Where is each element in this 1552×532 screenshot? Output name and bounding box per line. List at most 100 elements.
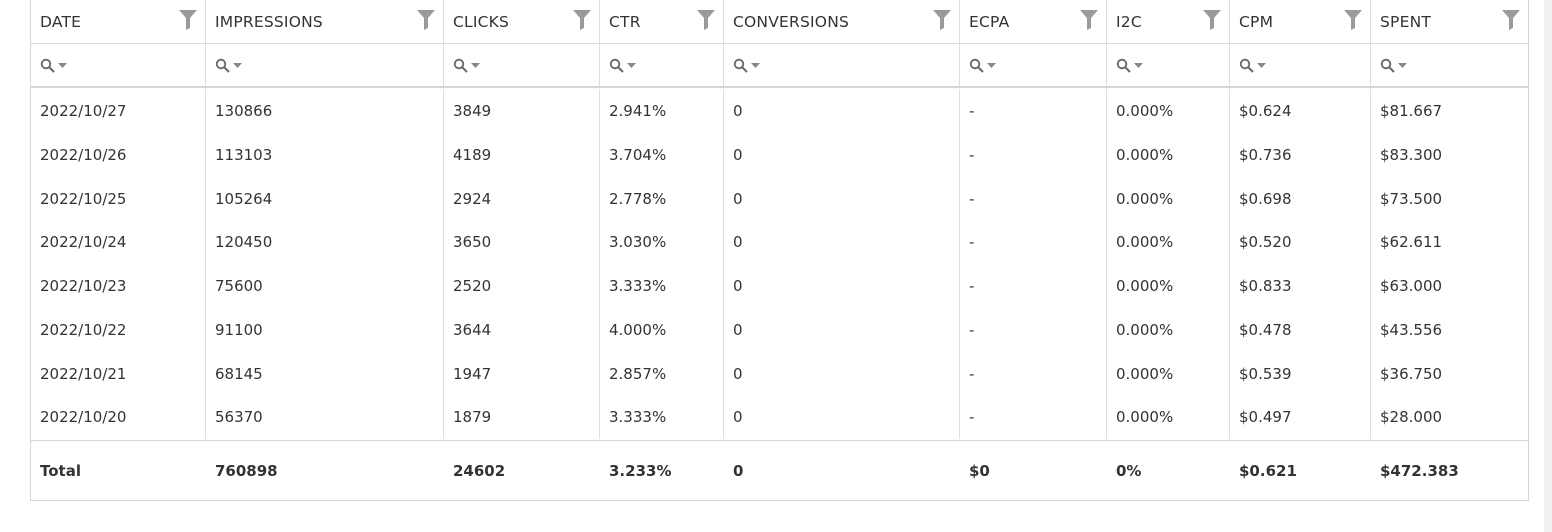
- cell-ecpa: -: [960, 89, 1107, 133]
- funnel-icon[interactable]: [1203, 10, 1221, 30]
- total-spent: $472.383: [1380, 462, 1459, 480]
- cell-clicks: 3650: [444, 220, 600, 264]
- cell-cpm: $0.698: [1230, 177, 1371, 221]
- filter-menu-button[interactable]: [453, 58, 480, 74]
- cell-clicks: 2924: [444, 177, 600, 221]
- caret-down-icon: [1398, 63, 1407, 68]
- column-header-label: CONVERSIONS: [733, 12, 850, 31]
- cell-conversions: 0: [724, 133, 960, 177]
- column-header-impressions[interactable]: IMPRESSIONS: [206, 0, 444, 43]
- cell-date: 2022/10/25: [31, 177, 206, 221]
- total-conversions: 0: [733, 462, 744, 480]
- caret-down-icon: [751, 63, 760, 68]
- cell-i2c: 0.000%: [1107, 177, 1230, 221]
- column-header-clicks[interactable]: CLICKS: [444, 0, 600, 43]
- search-icon: [733, 58, 748, 73]
- column-header-ecpa[interactable]: ECPA: [960, 0, 1107, 43]
- cell-conversions: 0: [724, 220, 960, 264]
- filter-menu-button[interactable]: [733, 58, 760, 74]
- cell-clicks: 1947: [444, 352, 600, 396]
- cell-clicks: 3849: [444, 89, 600, 133]
- cell-spent: $36.750: [1380, 365, 1443, 383]
- table-row[interactable]: 2022/10/23 75600 2520 3.333% 0 - 0.000% …: [31, 264, 1528, 308]
- filter-cell: [444, 44, 600, 86]
- funnel-icon[interactable]: [933, 10, 951, 30]
- filter-cell: [31, 44, 206, 86]
- column-header-spent[interactable]: SPENT: [1371, 0, 1528, 43]
- filter-menu-button[interactable]: [969, 58, 996, 74]
- filter-menu-button[interactable]: [40, 58, 67, 74]
- caret-down-icon: [987, 63, 996, 68]
- cell-ctr: 3.704%: [600, 133, 724, 177]
- cell-cpm: $0.497: [1230, 395, 1371, 439]
- column-header-date[interactable]: DATE: [31, 0, 206, 43]
- report-grid: DATE IMPRESSIONS CLICKS CTR CONVERSIONS …: [30, 0, 1529, 501]
- funnel-icon[interactable]: [697, 10, 715, 30]
- filter-cell: [1107, 44, 1230, 86]
- cell-spent: $83.300: [1380, 146, 1443, 164]
- table-row[interactable]: 2022/10/25 105264 2924 2.778% 0 - 0.000%…: [31, 177, 1528, 221]
- table-row[interactable]: 2022/10/26 113103 4189 3.704% 0 - 0.000%…: [31, 133, 1528, 177]
- search-icon: [1116, 58, 1131, 73]
- column-header-label: I2C: [1116, 12, 1142, 31]
- filter-cell: [600, 44, 724, 86]
- filter-menu-button[interactable]: [215, 58, 242, 74]
- table-row[interactable]: 2022/10/20 56370 1879 3.333% 0 - 0.000% …: [31, 395, 1528, 439]
- cell-i2c: 0.000%: [1107, 308, 1230, 352]
- table-row[interactable]: 2022/10/22 91100 3644 4.000% 0 - 0.000% …: [31, 308, 1528, 352]
- column-header-label: ECPA: [969, 12, 1010, 31]
- caret-down-icon: [1257, 63, 1266, 68]
- cell-ctr: 2.778%: [600, 177, 724, 221]
- cell-date: 2022/10/20: [31, 395, 206, 439]
- cell-conversions: 0: [724, 308, 960, 352]
- cell-ecpa: -: [960, 395, 1107, 439]
- total-label: Total: [40, 462, 81, 480]
- caret-down-icon: [627, 63, 636, 68]
- column-header-ctr[interactable]: CTR: [600, 0, 724, 43]
- funnel-icon[interactable]: [573, 10, 591, 30]
- column-header-label: CLICKS: [453, 12, 510, 31]
- cell-i2c: 0.000%: [1107, 395, 1230, 439]
- cell-spent: $43.556: [1380, 321, 1443, 339]
- funnel-icon[interactable]: [417, 10, 435, 30]
- funnel-icon[interactable]: [179, 10, 197, 30]
- cell-ctr: 2.941%: [600, 89, 724, 133]
- search-icon: [1239, 58, 1254, 73]
- cell-cpm: $0.624: [1230, 89, 1371, 133]
- cell-i2c: 0.000%: [1107, 89, 1230, 133]
- column-header-label: DATE: [40, 12, 82, 31]
- table-row[interactable]: 2022/10/27 130866 3849 2.941% 0 - 0.000%…: [31, 89, 1528, 133]
- cell-clicks: 1879: [444, 395, 600, 439]
- filter-menu-button[interactable]: [609, 58, 636, 74]
- cell-spent: $62.611: [1380, 233, 1443, 251]
- cell-conversions: 0: [724, 352, 960, 396]
- total-impressions: 760898: [215, 462, 278, 480]
- cell-conversions: 0: [724, 177, 960, 221]
- column-header-label: IMPRESSIONS: [215, 12, 323, 31]
- cell-clicks: 4189: [444, 133, 600, 177]
- cell-cpm: $0.833: [1230, 264, 1371, 308]
- search-icon: [215, 58, 230, 73]
- cell-i2c: 0.000%: [1107, 352, 1230, 396]
- total-row: Total 760898 24602 3.233% 0 $0 0% $0.621…: [31, 440, 1528, 501]
- cell-date: 2022/10/21: [31, 352, 206, 396]
- cell-cpm: $0.520: [1230, 220, 1371, 264]
- cell-ecpa: -: [960, 352, 1107, 396]
- cell-ctr: 2.857%: [600, 352, 724, 396]
- cell-date: 2022/10/22: [31, 308, 206, 352]
- column-header-i2c[interactable]: I2C: [1107, 0, 1230, 43]
- table-row[interactable]: 2022/10/24 120450 3650 3.030% 0 - 0.000%…: [31, 220, 1528, 264]
- filter-menu-button[interactable]: [1116, 58, 1143, 74]
- column-header-label: SPENT: [1380, 12, 1432, 31]
- column-header-conversions[interactable]: CONVERSIONS: [724, 0, 960, 43]
- funnel-icon[interactable]: [1344, 10, 1362, 30]
- column-header-cpm[interactable]: CPM: [1230, 0, 1371, 43]
- funnel-icon[interactable]: [1502, 10, 1520, 30]
- table-row[interactable]: 2022/10/21 68145 1947 2.857% 0 - 0.000% …: [31, 352, 1528, 396]
- cell-ctr: 3.333%: [600, 395, 724, 439]
- column-header-label: CTR: [609, 12, 641, 31]
- filter-menu-button[interactable]: [1239, 58, 1266, 74]
- funnel-icon[interactable]: [1080, 10, 1098, 30]
- cell-clicks: 2520: [444, 264, 600, 308]
- filter-menu-button[interactable]: [1380, 58, 1407, 74]
